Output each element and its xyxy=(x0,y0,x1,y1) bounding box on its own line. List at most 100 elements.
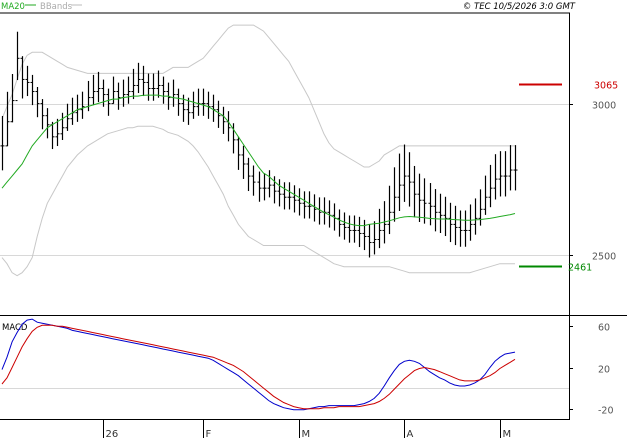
price-bar xyxy=(25,65,30,97)
copyright-text: © TEC 10/5/2026 3:0 GMT xyxy=(463,2,576,12)
xtick-label: F xyxy=(206,429,212,440)
price-bar xyxy=(131,68,136,100)
price-bar xyxy=(367,224,372,258)
price-bar xyxy=(226,111,231,142)
xtick-label: 26 xyxy=(106,429,119,440)
price-bar xyxy=(106,88,111,116)
price-bar xyxy=(80,91,85,119)
price-bar xyxy=(397,153,402,211)
support-level-label: 2461 xyxy=(568,263,592,274)
price-bar xyxy=(156,70,161,98)
price-bar xyxy=(246,157,251,192)
legend-ma20-label: MA20 xyxy=(1,2,25,12)
price-bar xyxy=(10,74,15,123)
price-bar xyxy=(473,198,478,235)
price-bar xyxy=(141,65,146,97)
macd-line xyxy=(1,318,516,411)
price-bar xyxy=(146,73,151,101)
price-bar xyxy=(151,73,156,101)
price-bar xyxy=(453,205,458,246)
price-bar xyxy=(267,170,272,198)
price-bar xyxy=(292,185,297,213)
macd-ytick-label: 60 xyxy=(598,323,610,334)
price-bar xyxy=(121,79,126,107)
price-bar xyxy=(60,112,65,140)
xtick-label: M xyxy=(503,429,512,440)
bband-lower-line xyxy=(1,125,515,277)
price-bar xyxy=(392,167,397,222)
price-bar xyxy=(513,145,518,191)
price-bar xyxy=(196,88,201,116)
price-bar xyxy=(65,103,70,131)
xtick-label: M xyxy=(302,429,311,440)
price-bar xyxy=(176,88,181,116)
price-bar xyxy=(236,136,241,170)
price-bar xyxy=(443,196,448,237)
price-bar xyxy=(307,191,312,219)
ma20-line xyxy=(1,94,516,227)
price-bar xyxy=(0,115,5,171)
price-bar xyxy=(211,94,216,122)
price-bar xyxy=(372,221,377,255)
price-bar xyxy=(387,185,392,235)
macd-ytick-label: 20 xyxy=(598,365,610,376)
price-bar xyxy=(302,191,307,219)
price-bar xyxy=(458,210,463,247)
price-bar xyxy=(216,100,221,128)
price-bar xyxy=(191,91,196,119)
price-bar xyxy=(161,76,166,104)
price-bar xyxy=(171,79,176,107)
xtick-label: A xyxy=(407,429,414,440)
price-bar xyxy=(322,197,327,225)
price-bar xyxy=(438,193,443,234)
price-bar xyxy=(20,56,25,99)
macd-ytick-label: -20 xyxy=(598,406,614,417)
price-bar xyxy=(503,151,508,197)
price-ytick-label: 3000 xyxy=(592,101,616,112)
price-bar xyxy=(91,74,96,106)
price-bar xyxy=(262,173,267,201)
price-bar xyxy=(342,212,347,240)
price-bar xyxy=(362,219,367,251)
price-bar xyxy=(116,82,121,110)
price-bar xyxy=(463,210,468,247)
price-ytick-label: 2500 xyxy=(592,252,616,263)
price-bar xyxy=(402,144,407,202)
price-bar xyxy=(407,152,412,207)
price-bar xyxy=(297,188,302,216)
price-bar xyxy=(478,189,483,226)
price-bar xyxy=(257,171,262,202)
price-bar xyxy=(241,145,246,179)
price-bar xyxy=(422,178,427,224)
price-bar xyxy=(251,165,256,196)
price-bar xyxy=(448,202,453,243)
price-bar xyxy=(30,74,35,106)
price-bar xyxy=(493,154,498,200)
price-bar xyxy=(55,118,60,147)
price-bar xyxy=(206,91,211,119)
bband-upper-line xyxy=(1,24,515,168)
price-bar xyxy=(287,182,292,210)
price-bar xyxy=(5,91,10,147)
price-bar xyxy=(35,86,40,118)
price-bar xyxy=(417,173,422,222)
price-bar xyxy=(96,71,101,103)
price-bar xyxy=(126,76,131,104)
price-bar xyxy=(45,108,50,139)
resistance-level-label: 3065 xyxy=(594,81,618,92)
price-bar xyxy=(433,189,438,232)
macd-panel-label: MACD xyxy=(2,323,28,333)
price-bar xyxy=(483,175,488,215)
price-bar xyxy=(337,209,342,237)
price-bar xyxy=(347,215,352,243)
price-bar xyxy=(201,88,206,116)
price-bar xyxy=(352,215,357,243)
price-bar xyxy=(282,182,287,210)
price-bar xyxy=(221,106,226,134)
price-bar xyxy=(377,208,382,249)
price-bar xyxy=(488,164,493,208)
price-bar xyxy=(508,145,513,191)
price-bar xyxy=(412,165,417,218)
